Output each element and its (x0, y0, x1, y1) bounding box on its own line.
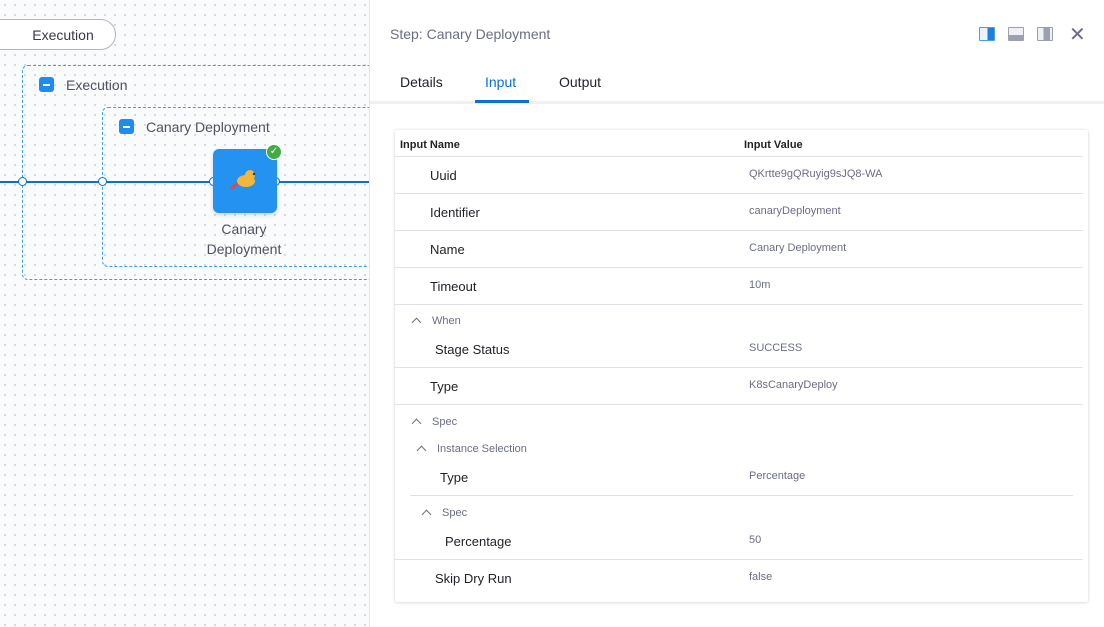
connector-dot (98, 177, 107, 186)
table-row: Type K8sCanaryDeploy (395, 368, 1083, 405)
success-check-icon: ✓ (266, 144, 282, 160)
pipeline-canvas[interactable]: Execution Execution Canary Deployment ✓ … (0, 0, 370, 627)
canary-bird-icon (230, 170, 256, 190)
step-label: Canary Deployment (206, 221, 282, 257)
layout-float-icon[interactable] (1037, 27, 1053, 41)
table-row: Name Canary Deployment (395, 231, 1083, 268)
table-row: Percentage 50 (395, 523, 1083, 560)
chevron-up-icon (411, 418, 422, 429)
canary-step-node[interactable] (213, 149, 277, 213)
step-details-panel: Step: Canary Deployment ✕ Details Input … (370, 0, 1104, 627)
collapse-canary-icon[interactable] (119, 119, 134, 134)
chevron-up-icon (421, 509, 432, 520)
tab-output[interactable]: Output (559, 74, 602, 90)
table-row: Skip Dry Run false (435, 571, 773, 586)
panel-title: Step: Canary Deployment (390, 26, 551, 42)
table-row: Uuid QKrtte9gQRuyig9sJQ8-WA (395, 157, 1083, 194)
col-input-name: Input Name (400, 139, 460, 151)
execution-group (22, 65, 369, 280)
active-tab-indicator (475, 100, 529, 103)
stage-execution-pill[interactable]: Execution (0, 19, 116, 50)
connector-line (277, 181, 369, 183)
connector-dot (18, 177, 27, 186)
chevron-up-icon (416, 445, 427, 456)
input-table: Input Name Input Value Uuid QKrtte9gQRuyi… (395, 130, 1088, 602)
table-row: Type Percentage (410, 459, 1073, 496)
layout-bottom-icon[interactable] (1008, 27, 1024, 41)
col-input-value: Input Value (744, 139, 803, 151)
section-spec[interactable]: Spec (411, 416, 457, 429)
section-when[interactable]: When (411, 315, 461, 328)
table-row: Identifier canaryDeployment (395, 194, 1083, 231)
canary-group (102, 107, 369, 267)
tab-details[interactable]: Details (400, 74, 443, 90)
layout-right-icon[interactable] (979, 27, 995, 41)
section-instance-selection[interactable]: Instance Selection (416, 443, 527, 456)
canary-group-label: Canary Deployment (146, 119, 270, 135)
execution-group-label: Execution (66, 77, 128, 93)
chevron-up-icon (411, 317, 422, 328)
table-row: Timeout 10m (395, 268, 1083, 305)
close-icon[interactable]: ✕ (1069, 24, 1086, 46)
table-row: Stage Status SUCCESS (395, 331, 1083, 368)
collapse-execution-icon[interactable] (39, 77, 54, 92)
tab-bar: Details Input Output (370, 64, 1104, 104)
tab-input[interactable]: Input (485, 74, 517, 90)
section-spec-nested[interactable]: Spec (421, 507, 467, 520)
